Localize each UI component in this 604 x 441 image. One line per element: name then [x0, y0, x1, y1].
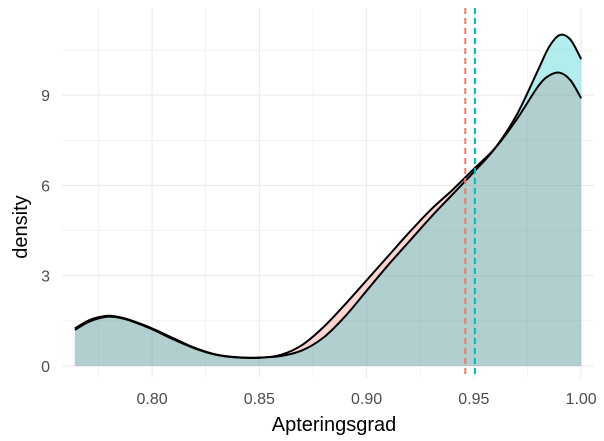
x-tick-label: 0.95: [458, 391, 489, 408]
tick-labels: 0.80 0.85 0.90 0.95 1.00 0 3 6 9: [41, 88, 597, 408]
y-tick-label: 6: [41, 178, 50, 195]
density-lines: [74, 33, 583, 360]
y-tick-label: 0: [41, 359, 50, 376]
density-area-1: [74, 72, 582, 366]
x-axis-title: Apteringsgrad: [272, 414, 397, 436]
y-tick-label: 9: [41, 88, 50, 105]
x-tick-label: 0.85: [244, 391, 275, 408]
x-tick-label: 0.90: [351, 391, 382, 408]
density-areas: [74, 34, 582, 366]
mean-lines: [464, 8, 476, 378]
x-tick-label: 0.80: [137, 391, 168, 408]
y-tick-label: 3: [41, 269, 50, 286]
density-area-2: [74, 34, 582, 366]
y-axis-title: density: [10, 195, 32, 258]
grid: [62, 8, 594, 378]
x-tick-label: 1.00: [566, 391, 597, 408]
density-curve-2: [74, 33, 583, 359]
